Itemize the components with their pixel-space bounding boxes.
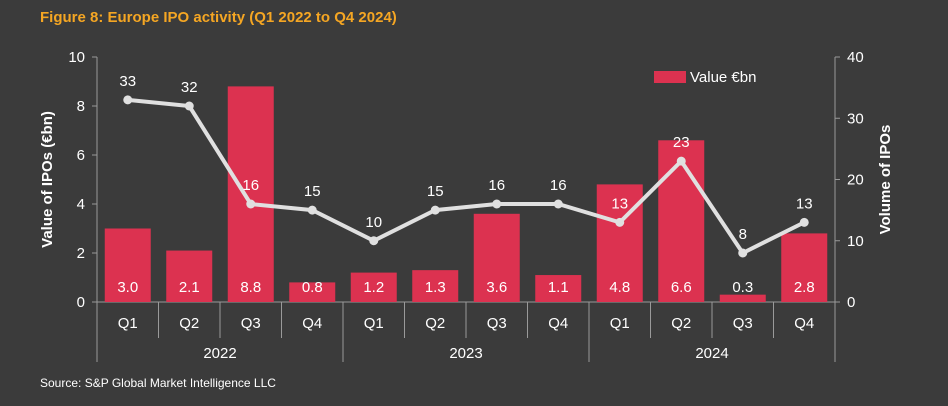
bar <box>658 140 705 302</box>
y2-tick-label: 10 <box>847 233 864 250</box>
y-axis-title: Value of IPOs (€bn) <box>39 111 56 248</box>
bar-value-label: 0.3 <box>732 279 753 296</box>
line-value-label: 32 <box>181 79 198 96</box>
bar-value-label: 1.3 <box>425 279 446 296</box>
x-tick-label: Q2 <box>179 315 199 332</box>
bar-value-label: 2.1 <box>179 279 200 296</box>
x-tick-label: Q3 <box>487 315 507 332</box>
line-value-label: 10 <box>365 214 382 231</box>
x-tick-label: Q1 <box>364 315 384 332</box>
x-tick-label: Q3 <box>733 315 753 332</box>
y-tick-label: 2 <box>77 245 85 262</box>
line-value-label: 33 <box>119 73 136 90</box>
bar-value-label: 8.8 <box>240 279 261 296</box>
bar-value-label: 0.8 <box>302 279 323 296</box>
y-tick-label: 10 <box>68 49 85 66</box>
bar <box>781 233 828 302</box>
line-value-label: 16 <box>488 177 505 194</box>
y-tick-label: 8 <box>77 98 85 115</box>
line-point <box>799 217 809 227</box>
line-point <box>492 199 502 209</box>
y2-tick-label: 30 <box>847 110 864 127</box>
y2-tick-label: 20 <box>847 172 864 189</box>
line-point <box>246 199 256 209</box>
x-tick-label: Q3 <box>241 315 261 332</box>
y2-axis-title: Volume of IPOs <box>877 125 894 235</box>
line-point <box>123 95 133 105</box>
bar <box>473 213 520 302</box>
line-value-label: 8 <box>739 226 747 243</box>
bar <box>535 275 582 302</box>
y-tick-label: 0 <box>77 294 85 311</box>
line-value-label: 15 <box>304 183 321 200</box>
y2-tick-label: 40 <box>847 49 864 66</box>
line-point <box>738 248 748 258</box>
y2-tick-label: 0 <box>847 294 855 311</box>
bar-value-label: 6.6 <box>671 279 692 296</box>
x-tick-label: Q1 <box>118 315 138 332</box>
y-tick-label: 4 <box>77 196 85 213</box>
year-label: 2024 <box>695 345 728 362</box>
bar <box>166 250 213 302</box>
line-point <box>184 101 194 111</box>
line-point <box>369 236 379 246</box>
bar-value-label: 1.1 <box>548 279 569 296</box>
x-tick-label: Q4 <box>302 315 322 332</box>
chart-title: Figure 8: Europe IPO activity (Q1 2022 t… <box>40 9 397 26</box>
bar-value-label: 4.8 <box>609 279 630 296</box>
bar <box>227 86 274 303</box>
line-point <box>553 199 563 209</box>
line-value-label: 13 <box>796 195 813 212</box>
bar <box>289 282 336 302</box>
line-point <box>615 217 625 227</box>
y-tick-label: 6 <box>77 147 85 164</box>
line-value-label: 13 <box>611 195 628 212</box>
x-tick-label: Q4 <box>548 315 568 332</box>
line-point <box>430 205 440 215</box>
x-tick-label: Q4 <box>794 315 814 332</box>
line-value-label: 16 <box>550 177 567 194</box>
legend-swatch <box>654 71 686 83</box>
bar <box>350 272 397 302</box>
year-label: 2022 <box>203 345 236 362</box>
bar <box>104 228 151 302</box>
year-label: 2023 <box>449 345 482 362</box>
legend-label: Value €bn <box>690 69 756 86</box>
bar <box>719 294 766 302</box>
bar-value-label: 1.2 <box>363 279 384 296</box>
x-tick-label: Q2 <box>671 315 691 332</box>
bar <box>596 184 643 302</box>
line-value-label: 15 <box>427 183 444 200</box>
source-note: Source: S&P Global Market Intelligence L… <box>40 376 276 390</box>
bar-value-label: 2.8 <box>794 279 815 296</box>
line-value-label: 23 <box>673 134 690 151</box>
x-tick-label: Q2 <box>425 315 445 332</box>
line-value-label: 16 <box>242 177 259 194</box>
line-point <box>676 156 686 166</box>
line-point <box>307 205 317 215</box>
bar <box>412 270 459 302</box>
bar-value-label: 3.6 <box>486 279 507 296</box>
volume-line <box>127 97 806 256</box>
bar-value-label: 3.0 <box>117 279 138 296</box>
x-tick-label: Q1 <box>610 315 630 332</box>
